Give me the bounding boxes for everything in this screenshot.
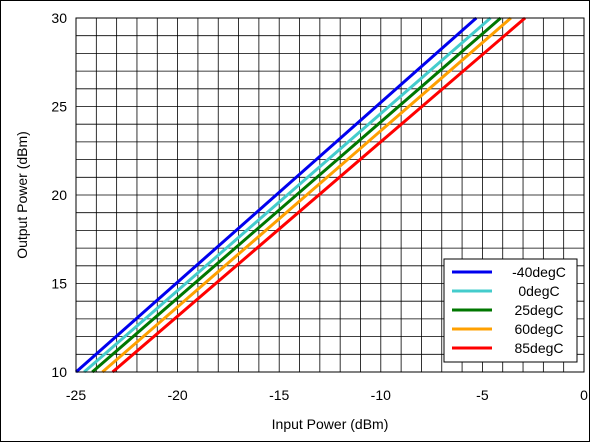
legend-label: 25degC xyxy=(514,302,563,318)
y-tick-label: 10 xyxy=(51,364,67,380)
y-tick-labels: 10 15 20 25 30 xyxy=(51,10,67,380)
x-tick-label: -25 xyxy=(66,387,86,403)
x-tick-label: -5 xyxy=(476,387,489,403)
x-axis-label: Input Power (dBm) xyxy=(272,416,389,432)
series-line xyxy=(91,16,502,374)
legend-label: 0degC xyxy=(518,283,559,299)
plot-area xyxy=(75,17,585,373)
series-line xyxy=(75,16,478,374)
y-tick-label: 30 xyxy=(51,10,67,26)
x-tick-label: -15 xyxy=(269,387,289,403)
legend: -40degC 0degC 25degC 60degC 85degC xyxy=(443,258,578,363)
x-tick-label: 0 xyxy=(580,387,588,403)
y-tick-label: 15 xyxy=(51,276,67,292)
x-tick-labels: -25 -20 -15 -10 -5 0 xyxy=(66,387,588,403)
series-line xyxy=(111,16,527,374)
y-axis-label: Output Power (dBm) xyxy=(14,131,30,259)
legend-label: 60degC xyxy=(514,321,563,337)
series-line xyxy=(83,16,492,374)
y-tick-label: 20 xyxy=(51,187,67,203)
y-tick-label: 25 xyxy=(51,99,67,115)
legend-label: -40degC xyxy=(512,264,566,280)
legend-label: 85degC xyxy=(514,340,563,356)
series-lines xyxy=(75,16,527,374)
x-tick-label: -20 xyxy=(167,387,187,403)
series-line xyxy=(101,16,512,374)
x-tick-label: -10 xyxy=(371,387,391,403)
